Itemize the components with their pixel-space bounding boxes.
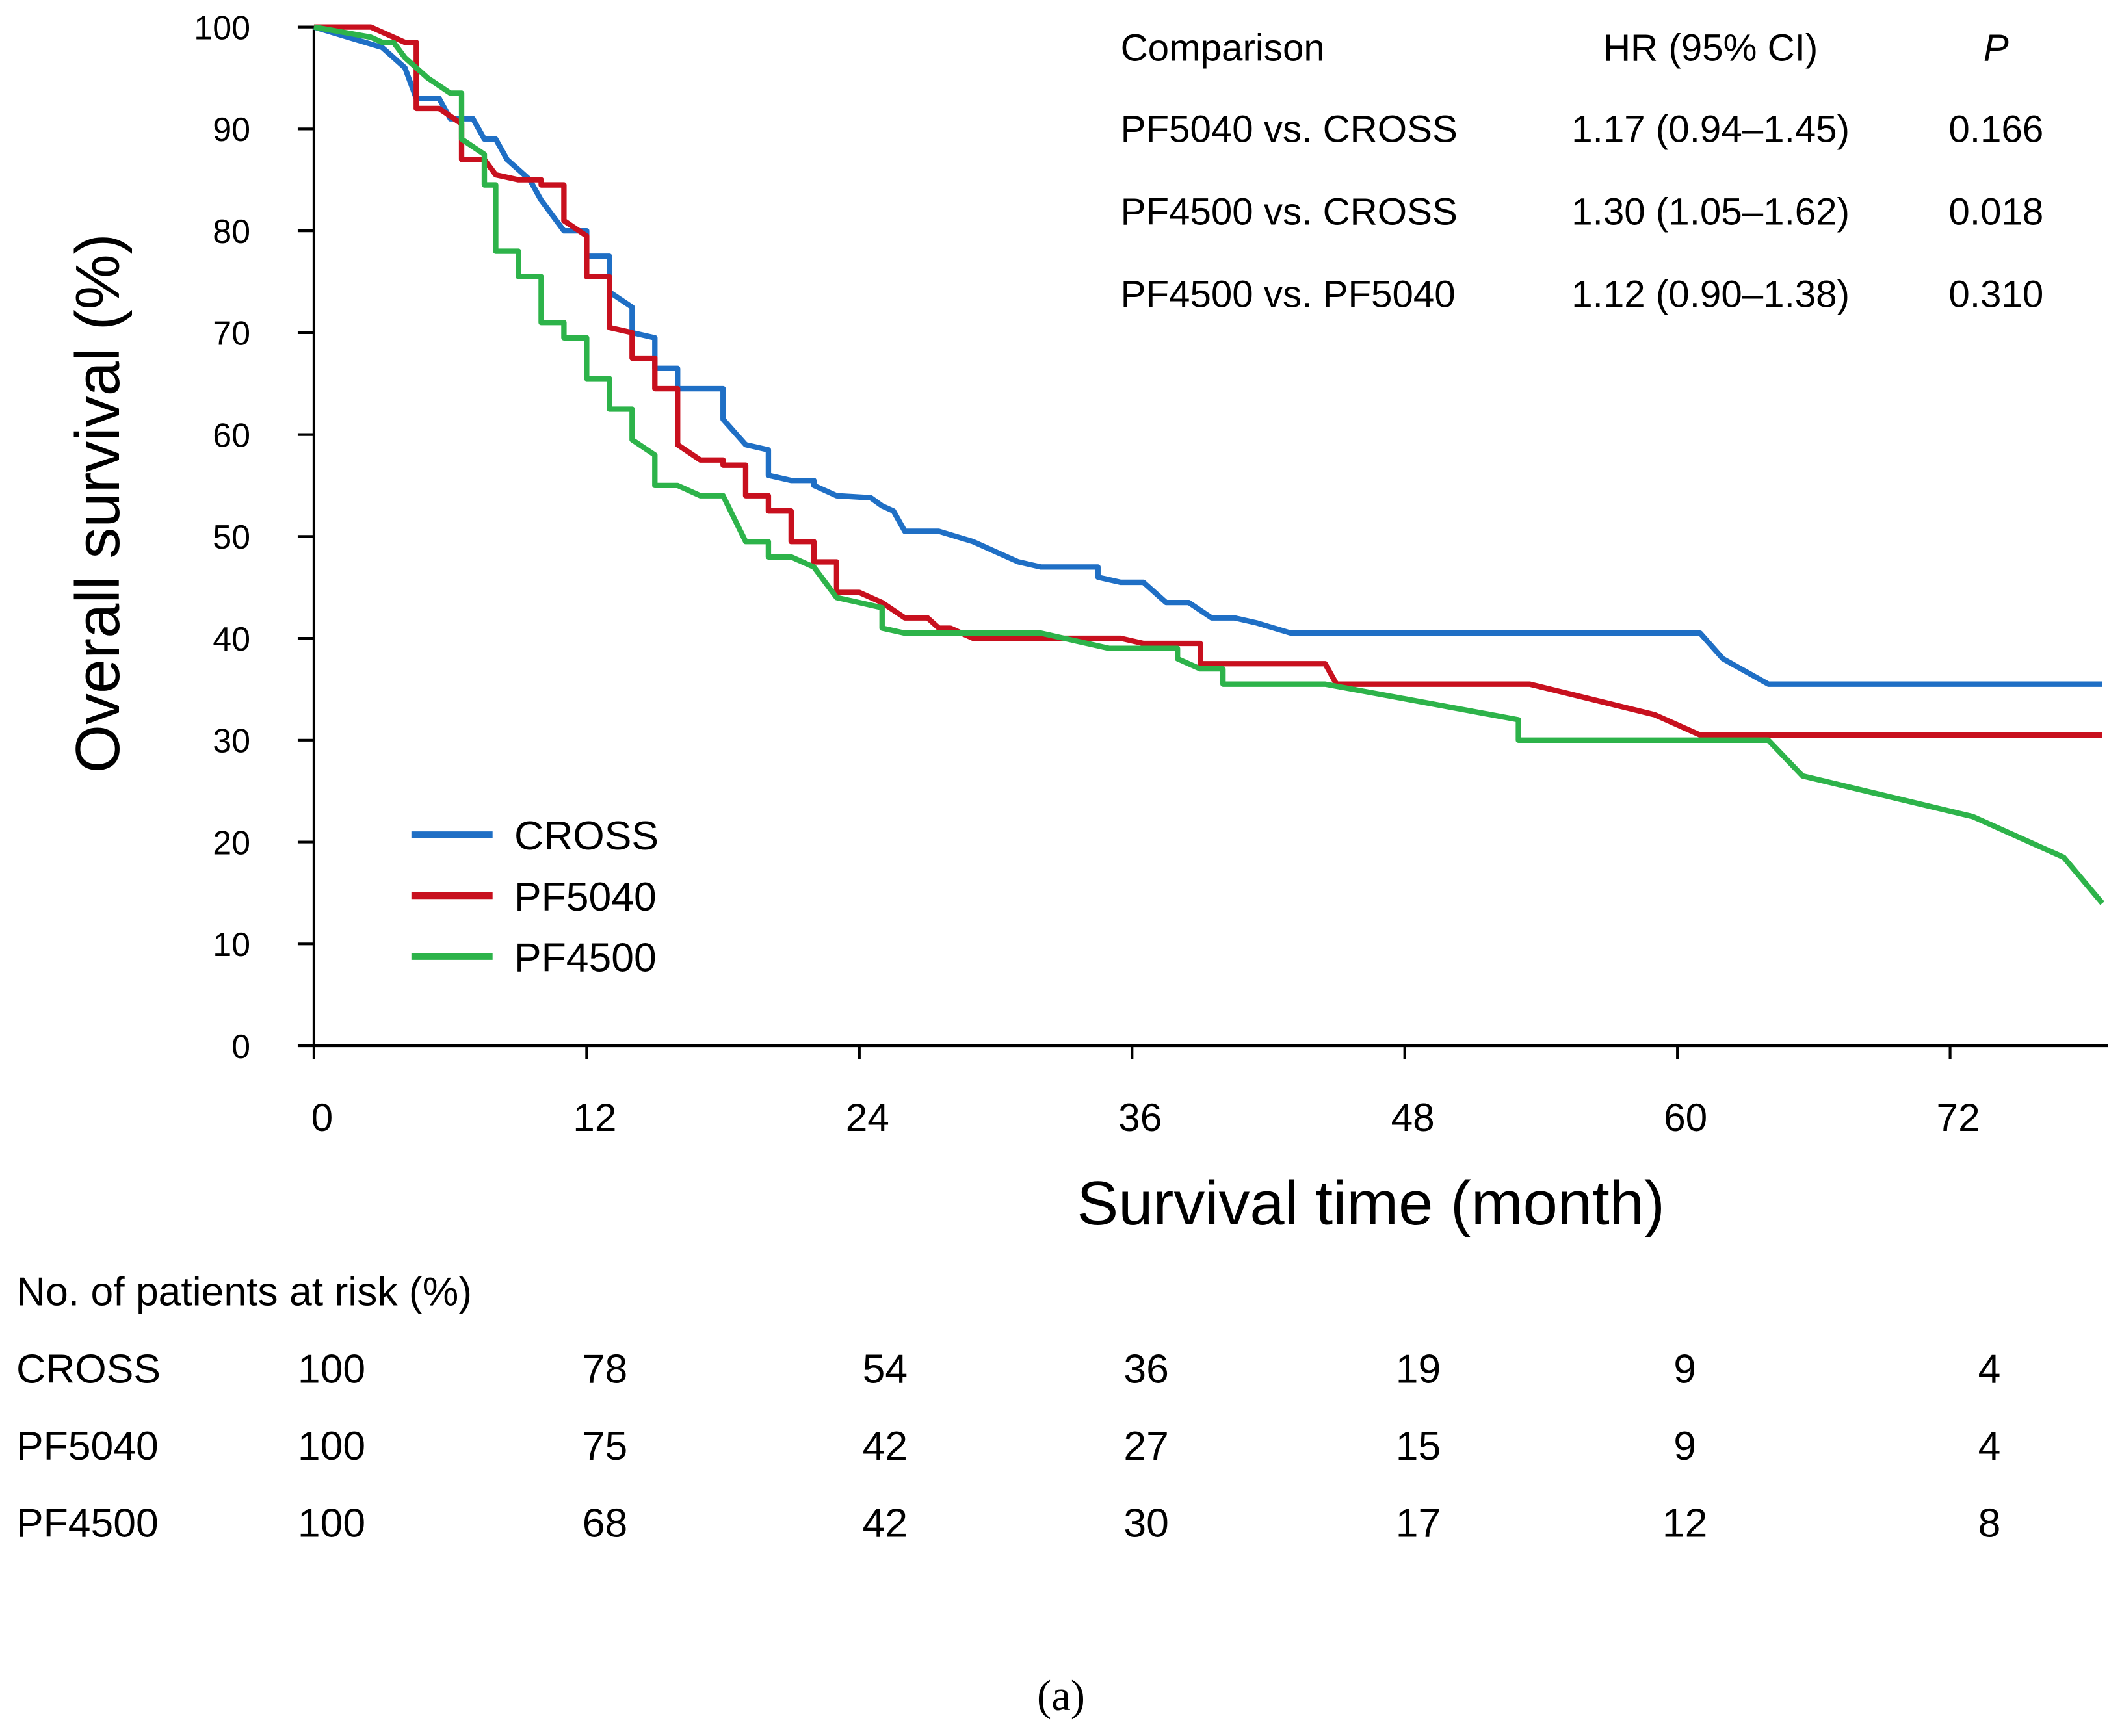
risk-value: 8: [1978, 1501, 2001, 1547]
risk-value: 15: [1395, 1424, 1441, 1470]
hr-row-hr: 1.30 (1.05–1.62): [1571, 190, 1850, 233]
x-tick-label: 72: [1937, 1095, 1980, 1139]
x-tick-label: 12: [573, 1095, 616, 1139]
y-tick-label: 10: [213, 926, 250, 964]
y-tick-label: 50: [213, 519, 250, 556]
risk-value: 4: [1978, 1347, 2001, 1392]
risk-value: 78: [582, 1347, 628, 1392]
risk-value: 75: [582, 1424, 628, 1470]
y-tick-label: 60: [213, 417, 250, 454]
risk-value: 100: [297, 1424, 366, 1470]
x-tick-label: 36: [1118, 1095, 1162, 1139]
risk-value: 27: [1123, 1424, 1169, 1470]
legend-label: PF5040: [514, 874, 657, 920]
legend-label: PF4500: [514, 935, 657, 981]
risk-value: 100: [297, 1347, 366, 1392]
y-axis-label: Overall survival (%): [62, 233, 133, 773]
hr-row-p: 0.310: [1948, 273, 2044, 316]
risk-row-name: PF5040: [16, 1424, 159, 1470]
risk-value: 36: [1123, 1347, 1169, 1392]
hr-row-hr: 1.12 (0.90–1.38): [1571, 273, 1850, 316]
survival-curve-pf4500: [313, 24, 2104, 905]
risk-value: 42: [862, 1424, 908, 1470]
hr-row-comparison: PF5040 vs. CROSS: [1120, 108, 1458, 151]
hr-header-comparison: Comparison: [1120, 27, 1325, 70]
y-tick-label: 30: [213, 723, 250, 760]
risk-value: 30: [1123, 1501, 1169, 1547]
x-tick-label: 60: [1664, 1095, 1707, 1139]
hr-header-hr: HR (95% CI): [1603, 27, 1818, 70]
hr-row-p: 0.166: [1948, 108, 2044, 151]
y-tick-label: 80: [213, 213, 250, 251]
risk-row-name: CROSS: [16, 1347, 161, 1392]
risk-value: 9: [1673, 1347, 1696, 1392]
hr-row-hr: 1.17 (0.94–1.45): [1571, 108, 1850, 151]
y-tick-label: 90: [213, 111, 250, 149]
hr-header-p: P: [1983, 27, 2009, 70]
risk-value: 9: [1673, 1424, 1696, 1470]
survival-curve-cross: [313, 24, 2102, 687]
survival-curve-pf5040: [313, 24, 2102, 738]
y-tick-label: 0: [231, 1028, 250, 1066]
y-tick-label: 100: [194, 9, 250, 47]
risk-row-name: PF4500: [16, 1501, 159, 1547]
risk-value: 54: [862, 1347, 908, 1392]
x-axis-label: Survival time (month): [1077, 1167, 1665, 1238]
y-tick-label: 20: [213, 824, 250, 862]
risk-value: 100: [297, 1501, 366, 1547]
risk-value: 4: [1978, 1424, 2001, 1470]
hr-row-comparison: PF4500 vs. CROSS: [1120, 190, 1458, 233]
risk-value: 12: [1662, 1501, 1708, 1547]
risk-value: 17: [1395, 1501, 1441, 1547]
risk-value: 19: [1395, 1347, 1441, 1392]
legend-label: CROSS: [514, 813, 659, 859]
x-tick-label: 24: [846, 1095, 889, 1139]
y-tick-label: 40: [213, 621, 250, 658]
hr-row-p: 0.018: [1948, 190, 2044, 233]
x-tick-label: 48: [1391, 1095, 1435, 1139]
risk-value: 42: [862, 1501, 908, 1547]
risk-value: 68: [582, 1501, 628, 1547]
risk-table-title: No. of patients at risk (%): [16, 1270, 473, 1315]
figure-caption: (a): [1037, 1670, 1085, 1720]
hr-row-comparison: PF4500 vs. PF5040: [1120, 273, 1456, 316]
x-tick-label: 0: [311, 1095, 334, 1139]
y-tick-label: 70: [213, 315, 250, 353]
